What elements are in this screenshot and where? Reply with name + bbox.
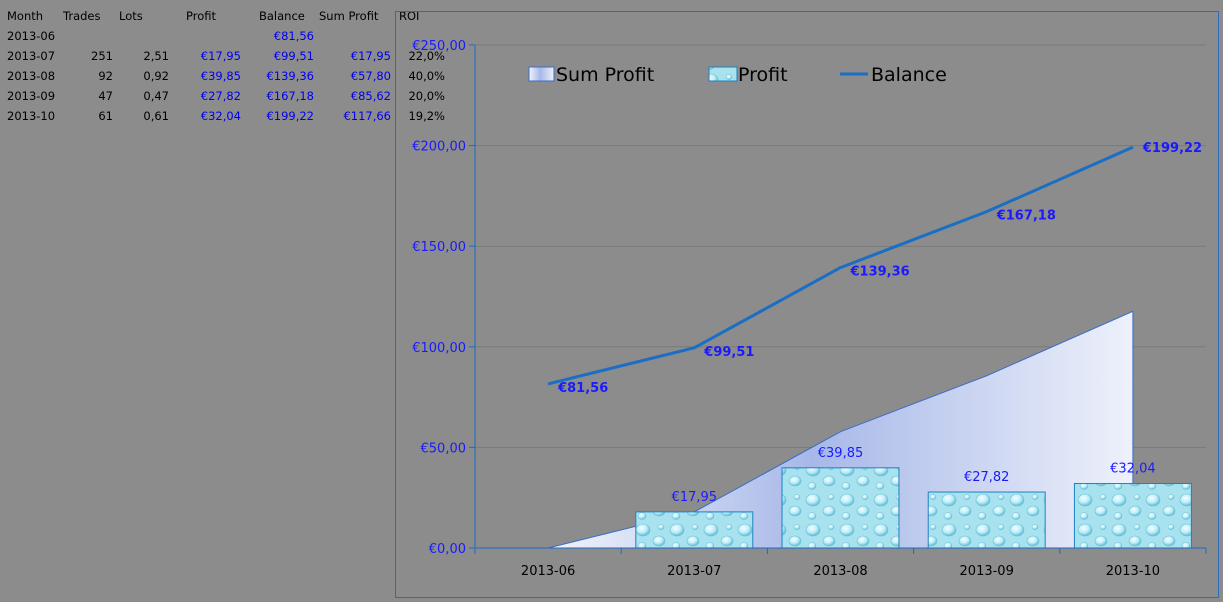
cell-lots: 0,61 <box>143 109 169 123</box>
cell-roi: 20,0% <box>408 89 445 103</box>
header-month: Month <box>7 9 44 23</box>
profit-data-label: €27,82 <box>964 470 1010 485</box>
cell-sum-profit: €57,80 <box>350 69 391 83</box>
legend-sum-profit-swatch <box>528 66 555 82</box>
legend-balance-label: Balance <box>871 64 947 86</box>
header-balance: Balance <box>259 9 305 23</box>
cell-trades: 92 <box>98 69 113 83</box>
cell-lots <box>113 26 169 46</box>
cell-profit: €27,82 <box>200 89 241 103</box>
cell-roi: 22,0% <box>408 49 445 63</box>
profit-bars <box>635 467 1192 549</box>
cell-roi: 40,0% <box>408 69 445 83</box>
cell-profit: €17,95 <box>200 49 241 63</box>
profit-bar <box>1073 483 1192 549</box>
cell-month: 2013-07 <box>7 49 56 63</box>
header-trades: Trades <box>63 9 101 23</box>
legend-profit-swatch <box>708 66 738 82</box>
x-tick-label: 2013-08 <box>813 564 867 579</box>
table-row: 2013-10 61 0,61 €32,04 €199,22 €117,66 1… <box>3 106 445 126</box>
data-labels: €17,95 €39,85 €27,82 €32,04 €81,56 €99,51 €139… <box>557 141 1202 505</box>
x-tick-label: 2013-07 <box>667 564 721 579</box>
cell-profit <box>169 26 241 46</box>
cell-month: 2013-09 <box>7 89 56 103</box>
table-row: 2013-08 92 0,92 €39,85 €139,36 €57,80 40… <box>3 66 445 86</box>
legend-sum-profit-label: Sum Profit <box>556 64 654 86</box>
cell-sum-profit: €85,62 <box>350 89 391 103</box>
header-sum-profit: Sum Profit <box>319 9 379 23</box>
table-header-row: Month Trades Lots Profit Balance Sum Pro… <box>3 6 445 26</box>
x-tick-label: 2013-10 <box>1106 564 1160 579</box>
axes: €0,00 €50,00 €100,00 €150,00 €200,00 €250,00 2… <box>412 39 1207 579</box>
y-tick-label: €50,00 <box>421 441 467 456</box>
legend-profit-label: Profit <box>738 64 788 86</box>
cell-trades: 251 <box>91 49 113 63</box>
cell-month: 2013-10 <box>7 109 56 123</box>
balance-data-label: €81,56 <box>557 381 608 396</box>
cell-month: 2013-06 <box>7 29 56 43</box>
cell-lots: 0,92 <box>143 69 169 83</box>
balance-data-label: €199,22 <box>1142 141 1202 156</box>
cell-profit: €39,85 <box>200 69 241 83</box>
cell-roi: 19,2% <box>408 109 445 123</box>
cell-balance: €167,18 <box>266 89 314 103</box>
table-row: 2013-07 251 2,51 €17,95 €99,51 €17,95 22… <box>3 46 445 66</box>
cell-balance: €139,36 <box>266 69 314 83</box>
cell-trades: 47 <box>98 89 113 103</box>
balance-data-label: €99,51 <box>703 345 754 360</box>
table-row: 2013-09 47 0,47 €27,82 €167,18 €85,62 20… <box>3 86 445 106</box>
chart-legend: Sum Profit Profit Balance <box>528 64 947 86</box>
y-tick-label: €250,00 <box>412 39 466 54</box>
cell-balance: €99,51 <box>273 49 314 63</box>
profit-data-label: €17,95 <box>672 490 718 505</box>
y-tick-label: €200,00 <box>412 140 466 155</box>
cell-sum-profit <box>314 26 391 46</box>
y-tick-label: €150,00 <box>412 240 466 255</box>
cell-lots: 0,47 <box>143 89 169 103</box>
header-profit: Profit <box>186 9 216 23</box>
x-tick-label: 2013-09 <box>960 564 1014 579</box>
balance-line-path <box>547 145 1134 386</box>
profit-data-label: €39,85 <box>818 446 864 461</box>
balance-data-label: €167,18 <box>996 209 1056 224</box>
chart-area[interactable]: €0,00 €50,00 €100,00 €150,00 €200,00 €250,00 2… <box>395 11 1219 598</box>
cell-month: 2013-08 <box>7 69 56 83</box>
cell-profit: €32,04 <box>200 109 241 123</box>
balance-profit-chart: €0,00 €50,00 €100,00 €150,00 €200,00 €250,00 2… <box>412 39 1207 579</box>
header-lots: Lots <box>119 9 143 23</box>
cell-balance: €199,22 <box>266 109 314 123</box>
y-tick-label: €0,00 <box>429 542 466 557</box>
profit-data-label: €32,04 <box>1110 462 1156 477</box>
profit-bar <box>781 467 900 549</box>
balance-data-label: €139,36 <box>850 265 910 280</box>
cell-sum-profit: €117,66 <box>343 109 391 123</box>
y-tick-label: €100,00 <box>412 341 466 356</box>
cell-lots: 2,51 <box>143 49 169 63</box>
balance-line <box>547 145 1134 386</box>
cell-balance: €81,56 <box>273 29 314 43</box>
x-tick-label: 2013-06 <box>521 564 575 579</box>
data-table: Month Trades Lots Profit Balance Sum Pro… <box>3 6 445 126</box>
cell-sum-profit: €17,95 <box>350 49 391 63</box>
table-row: 2013-06 €81,56 <box>3 26 445 46</box>
cell-trades <box>57 26 113 46</box>
header-roi: ROI <box>399 9 420 23</box>
profit-bar <box>927 491 1046 549</box>
profit-bar <box>635 511 754 549</box>
cell-trades: 61 <box>98 109 113 123</box>
